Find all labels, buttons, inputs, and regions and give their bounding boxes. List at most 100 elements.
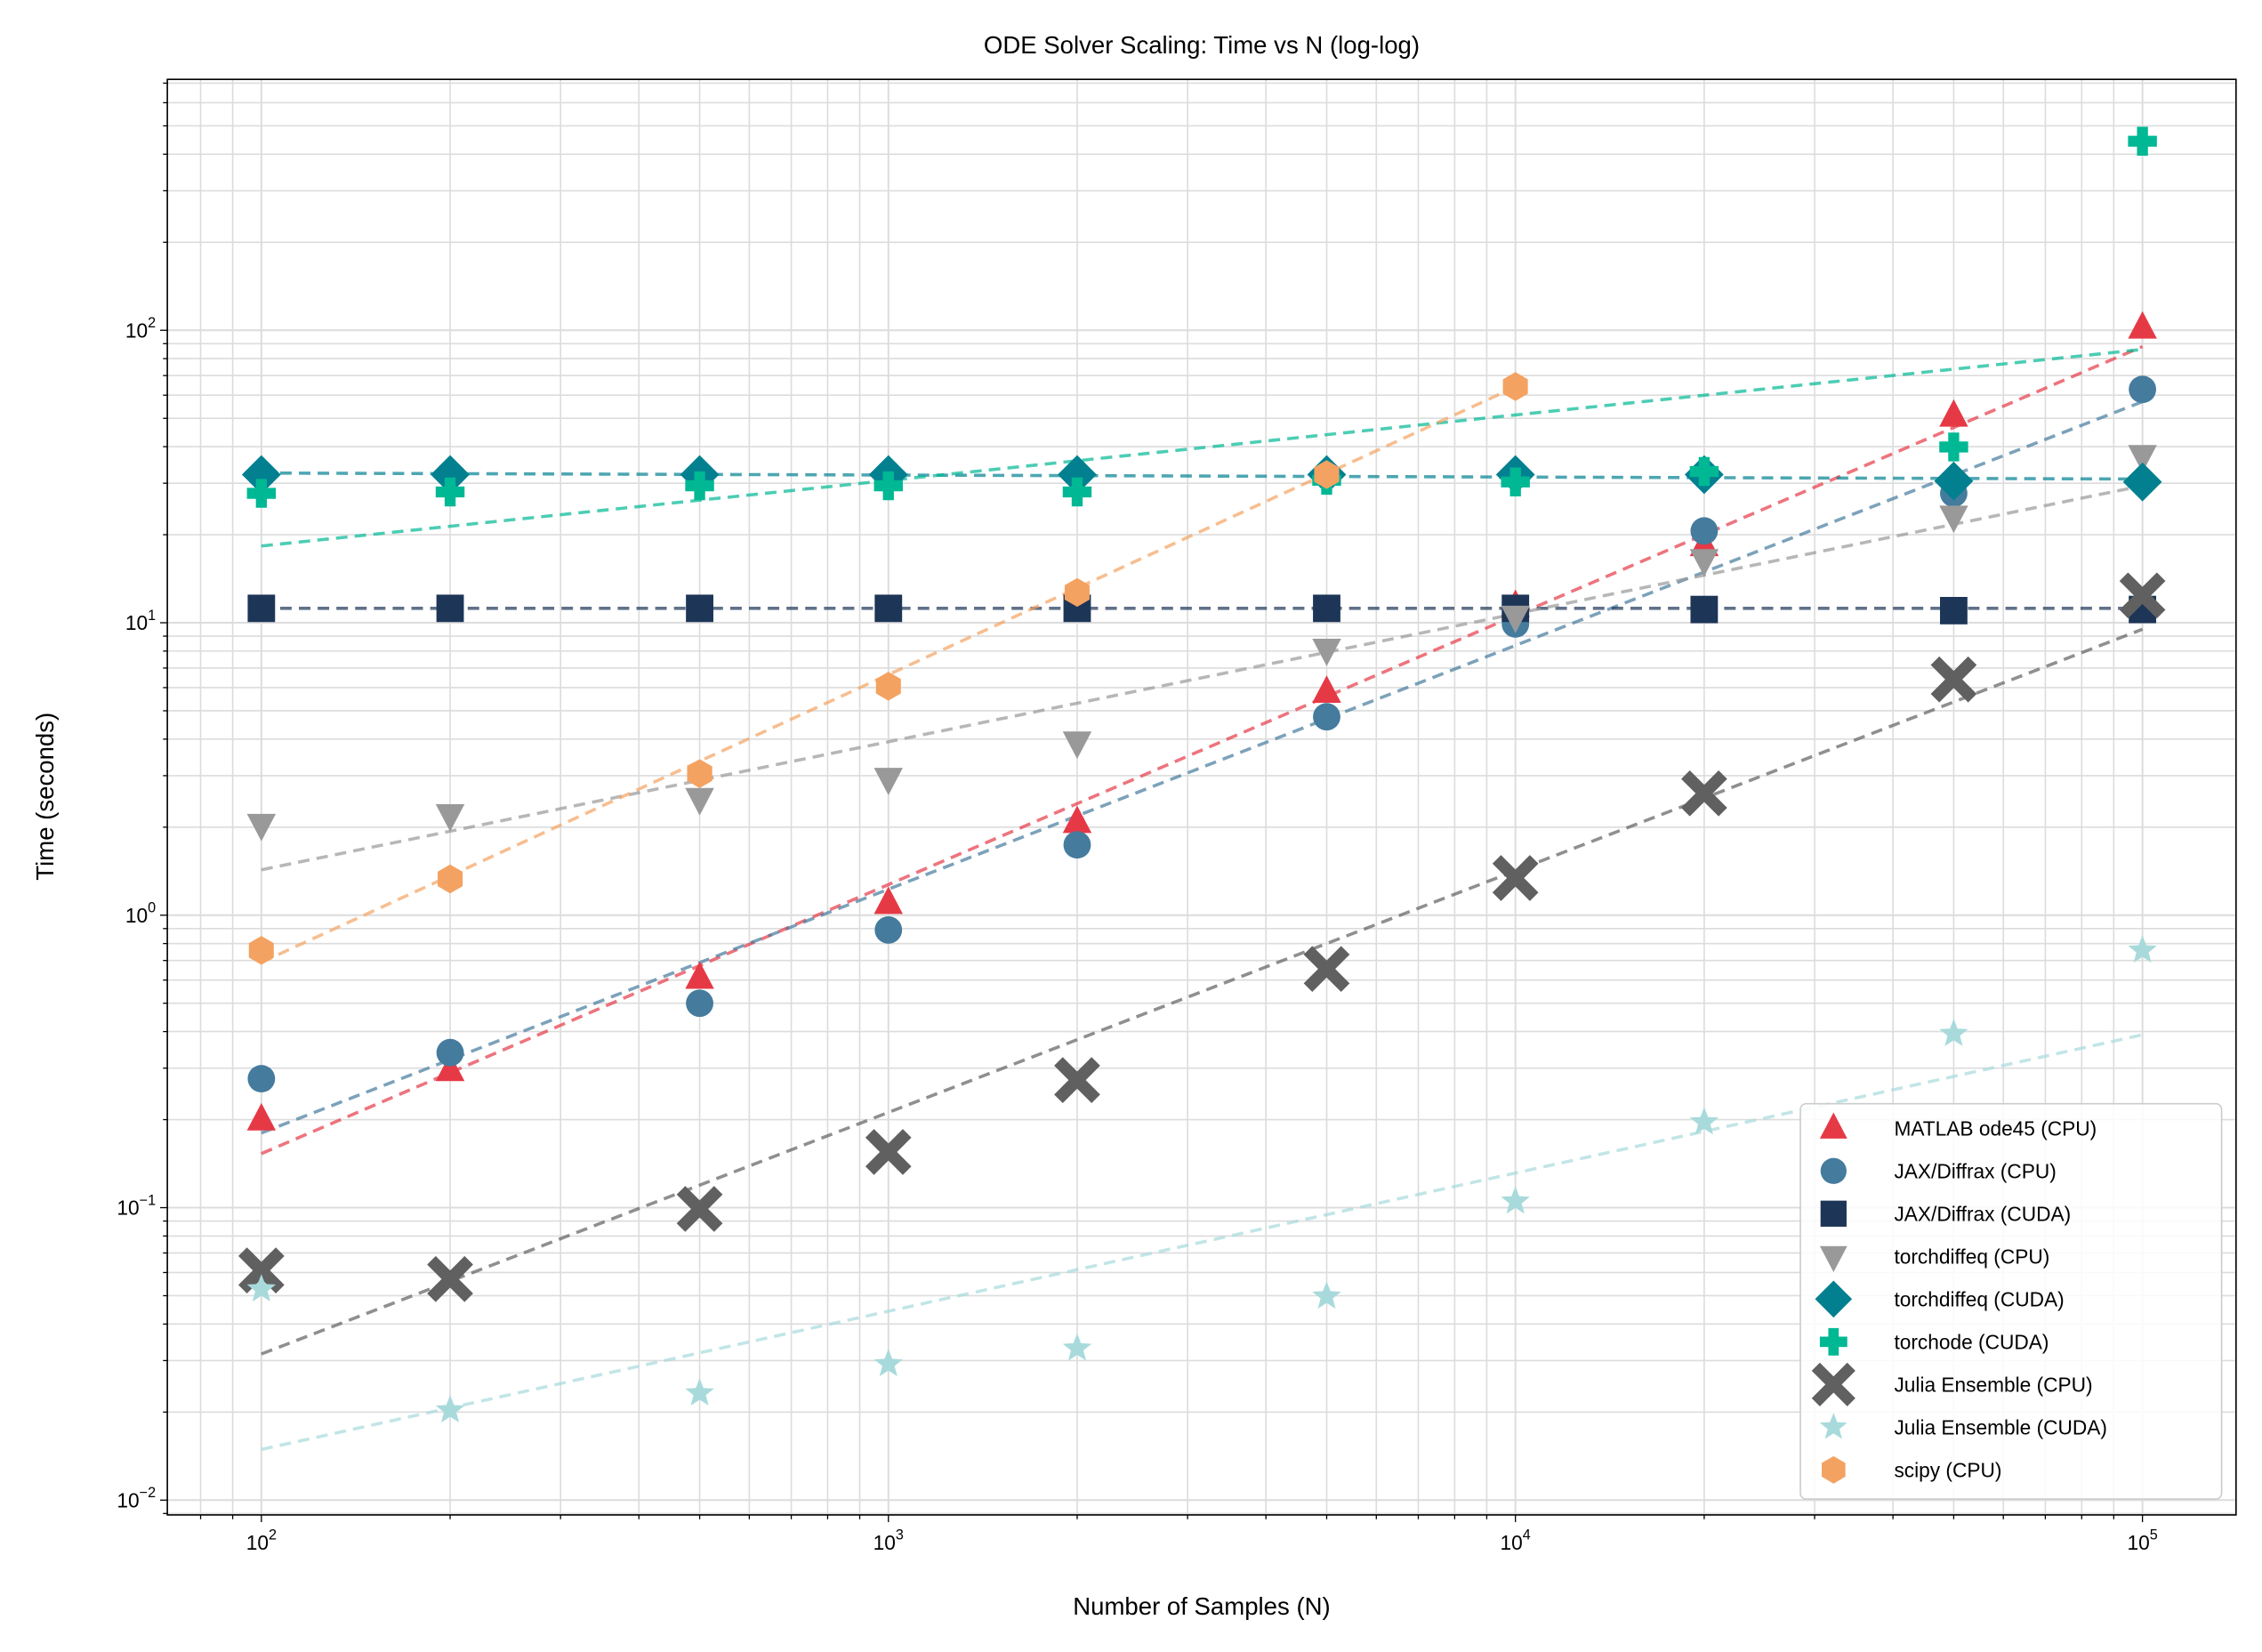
legend-box bbox=[1799, 1102, 2223, 1500]
y-tick-label: 10−1 bbox=[117, 1192, 156, 1219]
y-axis-label: Time (seconds) bbox=[31, 713, 59, 881]
data-point bbox=[1312, 1281, 1341, 1310]
data-point bbox=[1312, 638, 1341, 666]
tick-exponent: 0 bbox=[148, 900, 156, 916]
series-julia-ensemble-cuda bbox=[246, 935, 2157, 1422]
x-tick-label: 103 bbox=[873, 1527, 904, 1553]
data-point bbox=[685, 1378, 714, 1406]
legend-marker bbox=[1819, 1112, 1847, 1139]
tick-base: 10 bbox=[125, 904, 148, 927]
data-point bbox=[1501, 1186, 1530, 1214]
tick-exponent: 4 bbox=[1523, 1527, 1531, 1543]
legend-marker bbox=[1815, 1280, 1853, 1318]
data-point bbox=[1934, 461, 1974, 501]
fit-line-matlab-ode45-cpu bbox=[261, 344, 2144, 1156]
data-point bbox=[1313, 594, 1340, 623]
data-point bbox=[873, 886, 903, 915]
legend-marker bbox=[1819, 1327, 1847, 1356]
data-point bbox=[1939, 1019, 1968, 1046]
tick-base: 10 bbox=[117, 1488, 139, 1511]
x-axis-label: Number of Samples (N) bbox=[1073, 1592, 1331, 1620]
data-point bbox=[247, 1065, 276, 1092]
data-point bbox=[246, 1102, 277, 1131]
legend-label: Julia Ensemble (CPU) bbox=[1894, 1373, 2092, 1396]
data-point bbox=[676, 1186, 723, 1232]
legend-label: torchode (CUDA) bbox=[1894, 1330, 2049, 1353]
tick-exponent: −1 bbox=[140, 1192, 156, 1208]
data-point bbox=[431, 455, 470, 495]
data-point bbox=[1062, 731, 1092, 760]
data-point bbox=[873, 768, 903, 795]
data-point bbox=[246, 813, 277, 842]
tick-base: 10 bbox=[125, 611, 148, 634]
legend-marker bbox=[1819, 1413, 1847, 1439]
data-point bbox=[1939, 505, 1968, 534]
legend-label: scipy (CPU) bbox=[1894, 1458, 2001, 1481]
data-point bbox=[1064, 577, 1090, 608]
tick-exponent: 2 bbox=[148, 315, 156, 331]
data-point bbox=[1940, 597, 1968, 625]
y-tick-label: 102 bbox=[125, 315, 156, 342]
data-point bbox=[686, 989, 713, 1018]
legend-marker bbox=[1820, 1200, 1847, 1227]
legend-label: JAX/Diffrax (CPU) bbox=[1894, 1159, 2056, 1182]
data-point bbox=[2122, 462, 2162, 502]
data-point bbox=[436, 1038, 464, 1067]
legend: MATLAB ode45 (CPU) JAX/Diffrax (CPU) JAX/D… bbox=[1799, 1102, 2223, 1500]
y-tick-label: 10−2 bbox=[117, 1485, 156, 1511]
tick-base: 10 bbox=[117, 1197, 139, 1220]
legend-marker bbox=[1819, 1245, 1847, 1273]
data-point bbox=[1492, 855, 1539, 901]
data-point bbox=[246, 479, 277, 508]
legend-label: Julia Ensemble (CUDA) bbox=[1894, 1415, 2107, 1438]
data-point bbox=[2128, 935, 2157, 963]
data-point bbox=[2119, 572, 2166, 619]
data-point bbox=[865, 1129, 912, 1175]
legend-marker bbox=[1822, 1455, 1846, 1484]
data-point bbox=[875, 672, 901, 701]
data-point bbox=[435, 804, 465, 832]
data-point bbox=[1939, 399, 1968, 427]
data-point bbox=[1501, 605, 1530, 633]
data-point bbox=[435, 1395, 465, 1422]
tick-exponent: 3 bbox=[896, 1527, 904, 1543]
data-point bbox=[1063, 831, 1091, 859]
data-point bbox=[874, 916, 903, 944]
tick-exponent: −2 bbox=[140, 1485, 156, 1501]
series-julia-ensemble-cpu bbox=[237, 572, 2166, 1302]
data-point bbox=[1501, 467, 1530, 496]
data-point bbox=[438, 864, 463, 894]
fit-line-torchdiffeq-cuda bbox=[261, 471, 2143, 481]
data-point bbox=[1689, 1107, 1719, 1135]
data-point bbox=[685, 961, 714, 989]
data-point bbox=[435, 477, 465, 507]
legend-marker bbox=[1820, 1157, 1847, 1184]
data-point bbox=[2128, 310, 2157, 339]
chart-title: ODE Solver Scaling: Time vs N (log-log) bbox=[984, 31, 1420, 59]
data-point bbox=[685, 471, 714, 501]
y-tick-label: 100 bbox=[125, 900, 156, 927]
data-point bbox=[1502, 372, 1528, 401]
data-point bbox=[873, 1349, 903, 1377]
series-scipy-cpu bbox=[248, 372, 1528, 965]
data-point bbox=[1689, 549, 1719, 577]
legend-marker bbox=[1811, 1362, 1855, 1406]
plot-frame bbox=[166, 78, 2237, 1516]
data-point bbox=[248, 936, 274, 965]
data-point bbox=[435, 1053, 465, 1082]
data-point bbox=[1303, 946, 1350, 993]
y-tick-label: 101 bbox=[125, 608, 156, 634]
tick-base: 10 bbox=[2127, 1531, 2149, 1554]
data-point bbox=[1313, 703, 1340, 731]
data-point bbox=[2129, 375, 2157, 404]
data-point bbox=[1054, 1057, 1100, 1103]
tick-base: 10 bbox=[1501, 1531, 1523, 1554]
data-point bbox=[1314, 460, 1340, 489]
data-point bbox=[1690, 517, 1719, 545]
data-point bbox=[873, 471, 903, 501]
data-point bbox=[1062, 1333, 1092, 1361]
x-tick-label: 102 bbox=[246, 1527, 277, 1553]
fit-line-julia-ensemble-cpu bbox=[261, 627, 2144, 1356]
